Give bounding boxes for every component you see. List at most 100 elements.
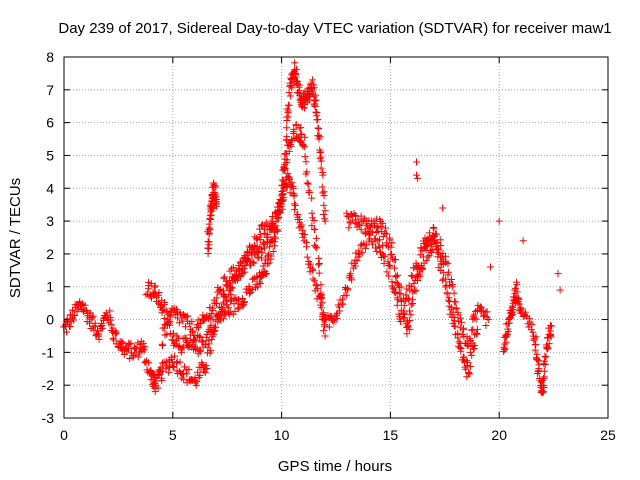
- data-point: [418, 265, 426, 273]
- data-point: [207, 321, 215, 329]
- data-point: [525, 314, 533, 322]
- x-tick-label: 0: [60, 427, 68, 443]
- data-point: [454, 334, 462, 342]
- data-point: [106, 313, 114, 321]
- x-tick-label: 15: [383, 427, 399, 443]
- data-point: [206, 225, 214, 233]
- data-point: [314, 124, 322, 132]
- y-tick-label: 4: [46, 180, 54, 196]
- data-point: [521, 308, 529, 316]
- data-point: [502, 331, 510, 339]
- data-point: [261, 270, 269, 278]
- data-point: [80, 307, 88, 315]
- data-point: [290, 200, 298, 208]
- data-point: [132, 345, 140, 353]
- data-point: [310, 217, 318, 225]
- data-point: [293, 65, 301, 73]
- data-point: [495, 217, 503, 225]
- data-point: [539, 388, 547, 396]
- x-tick-label: 20: [491, 427, 507, 443]
- data-point: [387, 243, 395, 251]
- data-point: [240, 298, 248, 306]
- data-point: [382, 230, 390, 238]
- data-point: [366, 223, 374, 231]
- data-point: [209, 304, 217, 312]
- data-point: [320, 201, 328, 209]
- data-point: [283, 124, 291, 132]
- data-point: [206, 314, 214, 322]
- data-point: [231, 270, 239, 278]
- data-point: [212, 197, 220, 205]
- data-point: [443, 289, 451, 297]
- data-point: [317, 164, 325, 172]
- data-point: [407, 272, 415, 280]
- data-point: [88, 313, 96, 321]
- data-point: [466, 348, 474, 356]
- data-point: [134, 353, 142, 361]
- data-point: [113, 329, 121, 337]
- data-point: [321, 332, 329, 340]
- data-point: [308, 222, 316, 230]
- data-point: [519, 237, 527, 245]
- data-point: [512, 284, 520, 292]
- data-point: [292, 121, 300, 129]
- chart-title: Day 239 of 2017, Sidereal Day-to-day VTE…: [58, 20, 611, 37]
- data-point: [173, 359, 181, 367]
- data-point: [432, 230, 440, 238]
- data-point: [154, 384, 162, 392]
- data-point: [346, 270, 354, 278]
- data-point: [253, 274, 261, 282]
- data-point: [362, 241, 370, 249]
- data-point: [281, 150, 289, 158]
- data-point: [221, 273, 229, 281]
- data-point: [267, 252, 275, 260]
- data-point: [275, 213, 283, 221]
- data-point: [430, 224, 438, 232]
- data-point: [336, 307, 344, 315]
- data-point: [325, 323, 333, 331]
- data-point: [207, 310, 215, 318]
- data-point: [145, 359, 153, 367]
- data-point: [151, 283, 159, 291]
- data-point: [513, 281, 521, 289]
- data-point: [413, 171, 421, 179]
- data-point: [348, 276, 356, 284]
- data-point: [505, 319, 513, 327]
- data-point: [428, 248, 436, 256]
- data-point: [412, 287, 420, 295]
- data-point: [193, 377, 201, 385]
- x-tick-label: 10: [274, 427, 290, 443]
- y-tick-label: 1: [46, 279, 54, 295]
- data-point: [422, 246, 430, 254]
- data-point: [391, 264, 399, 272]
- data-point: [447, 276, 455, 284]
- data-point: [413, 158, 421, 166]
- data-point: [373, 224, 381, 232]
- data-point: [400, 302, 408, 310]
- data-point: [301, 133, 309, 141]
- data-point: [473, 325, 481, 333]
- y-tick-label: -2: [42, 377, 55, 393]
- data-point: [228, 265, 236, 273]
- data-point: [465, 369, 473, 377]
- data-point: [425, 236, 433, 244]
- data-point: [388, 250, 396, 258]
- data-point: [284, 101, 292, 109]
- data-point: [351, 219, 359, 227]
- data-point: [126, 340, 134, 348]
- data-point: [203, 365, 211, 373]
- data-point: [200, 317, 208, 325]
- data-point: [166, 313, 174, 321]
- y-tick-label: -3: [42, 410, 55, 426]
- data-point: [343, 212, 351, 220]
- data-point: [309, 89, 317, 97]
- data-point: [91, 322, 99, 330]
- data-point: [515, 296, 523, 304]
- data-point: [459, 324, 467, 332]
- data-point: [334, 301, 342, 309]
- data-point: [315, 261, 323, 269]
- data-point: [248, 285, 256, 293]
- data-point: [313, 244, 321, 252]
- data-point: [367, 223, 375, 231]
- data-point: [344, 286, 352, 294]
